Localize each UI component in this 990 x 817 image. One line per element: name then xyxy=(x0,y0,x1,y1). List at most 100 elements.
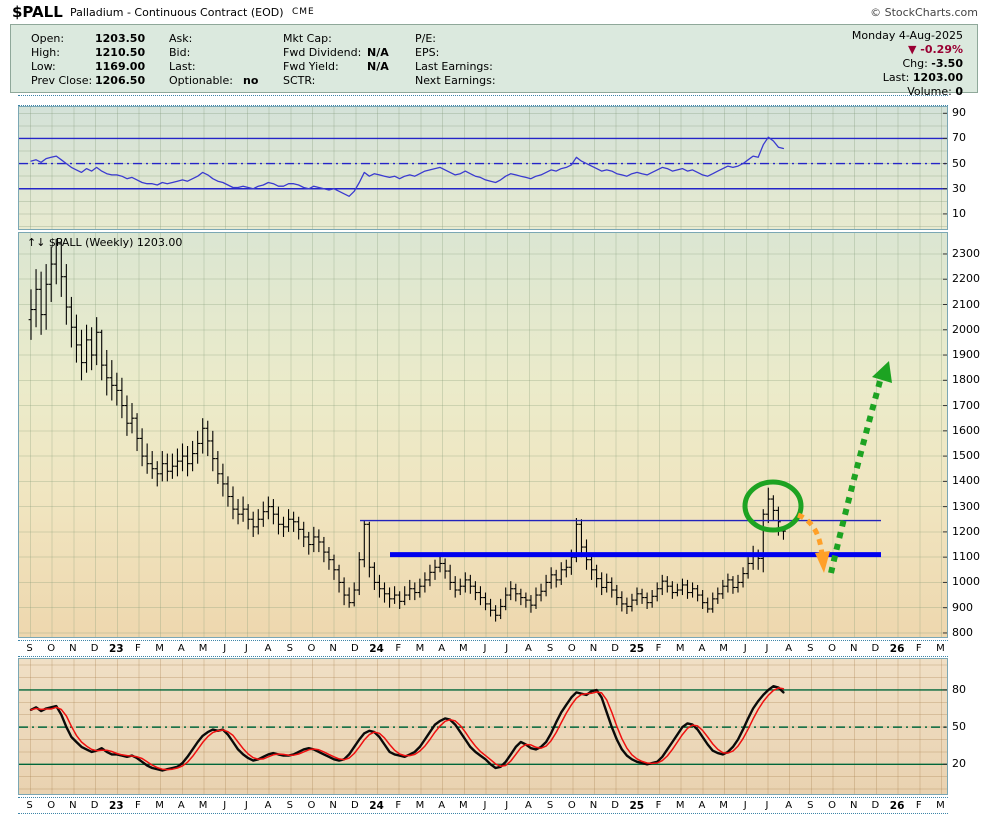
month-label: M xyxy=(198,800,208,811)
quote-right-block: Monday 4-Aug-2025 ▼ -0.29% Chg: -3.50 La… xyxy=(852,29,963,99)
month-label: D xyxy=(871,800,880,811)
axis-tick-label: 2000 xyxy=(952,322,980,336)
price-chart xyxy=(19,233,947,637)
axis-tick-label: 800 xyxy=(952,625,973,639)
month-label: M xyxy=(415,643,425,654)
month-label: M xyxy=(719,800,728,811)
month-label: S xyxy=(807,800,814,811)
price-chart-label: ↑↓ $PALL (Weekly) 1203.00 xyxy=(27,236,183,249)
axis-tick-label: 1000 xyxy=(952,575,980,589)
month-label: O xyxy=(828,800,836,811)
year-label: 23 xyxy=(108,643,124,655)
date-axis-bottom: S O N D 23 F M A M J J A S O N D 24 F M A M J J A S O N D 25 F M A M J J A S… xyxy=(18,797,948,814)
rsi-axis: 90 70 50 30 10 xyxy=(949,106,989,230)
month-label: S xyxy=(26,643,33,654)
axis-tick-label: 1900 xyxy=(952,348,980,362)
quote-field: Optionable: no xyxy=(169,74,259,87)
title-bar: $PALL Palladium - Continuous Contract (E… xyxy=(10,2,980,22)
quote-field: EPS: xyxy=(415,46,440,59)
month-label: J xyxy=(743,643,747,654)
quote-field: SCTR: xyxy=(283,74,316,87)
quote-field: Next Earnings: xyxy=(415,74,496,87)
month-label: M xyxy=(936,643,945,654)
price-panel: ↑↓ $PALL (Weekly) 1203.00 xyxy=(18,232,948,638)
month-label: O xyxy=(307,800,316,811)
month-label: O xyxy=(47,800,56,811)
stochastic-panel xyxy=(18,658,948,795)
month-label: M xyxy=(719,643,728,654)
quote-field: Bid: xyxy=(169,46,191,59)
month-label: A xyxy=(698,800,706,811)
year-label: 25 xyxy=(629,800,645,812)
axis-tick-label: 10 xyxy=(952,206,966,220)
year-label: 24 xyxy=(369,800,384,812)
month-label: O xyxy=(567,800,576,811)
month-label: F xyxy=(395,643,402,654)
month-label: F xyxy=(655,800,662,811)
stockcharts-credit-link[interactable]: © StockCharts.com xyxy=(870,6,978,19)
month-label: D xyxy=(90,800,99,811)
symbol: $PALL xyxy=(12,3,63,21)
stochastic-axis: 80 50 20 xyxy=(949,658,989,795)
month-label: M xyxy=(458,800,468,811)
axis-tick-label: 2200 xyxy=(952,272,980,286)
month-label: J xyxy=(483,800,487,811)
month-label: A xyxy=(438,800,446,811)
quote-field: Open: 1203.50 xyxy=(31,32,146,45)
year-label: 25 xyxy=(629,643,645,655)
month-label: F xyxy=(135,800,141,811)
quote-field: P/E: xyxy=(415,32,436,45)
quote-column: Mkt Cap: Fwd Dividend: N/A Fwd Yield: N/A SCT… xyxy=(283,32,389,88)
quote-column: Ask: Bid: Last: Optionable: no xyxy=(169,32,258,88)
quote-field: Fwd Dividend: N/A xyxy=(283,46,389,59)
rsi-chart xyxy=(19,107,947,229)
month-label: N xyxy=(849,800,858,811)
year-label: 24 xyxy=(369,643,384,655)
axis-tick-label: 50 xyxy=(952,156,966,170)
exchange-label: CME xyxy=(292,7,315,17)
axis-tick-label: 1700 xyxy=(952,398,980,412)
month-label: J xyxy=(765,643,769,654)
month-label: D xyxy=(350,643,359,654)
month-label: J xyxy=(223,800,227,811)
month-label: D xyxy=(611,800,619,811)
axis-tick-label: 20 xyxy=(952,757,966,771)
axis-tick-label: 1500 xyxy=(952,449,980,463)
last-row: Last: 1203.00 xyxy=(882,71,963,84)
month-label: J xyxy=(743,800,747,811)
stochastic-chart xyxy=(19,659,947,794)
axis-tick-label: 1600 xyxy=(952,423,980,437)
quote-field: Last: xyxy=(169,60,196,73)
axis-tick-label: 1800 xyxy=(952,373,980,387)
date-axis-middle: S O N D 23 F M A M J J A S O N D 24 F M A M J J A S O N D 25 F M A M J J A S… xyxy=(18,640,948,657)
month-label: J xyxy=(765,800,769,811)
month-label: A xyxy=(264,643,272,654)
axis-tick-label: 1200 xyxy=(952,524,980,538)
change-row: Chg: -3.50 xyxy=(902,57,963,70)
quote-field: Last Earnings: xyxy=(415,60,493,73)
month-label: S xyxy=(286,800,293,811)
month-label: N xyxy=(329,800,337,811)
price-axis: 2300 2200 2100 2000 1900 1800 1700 1600 1500 1400… xyxy=(949,232,989,639)
month-label: M xyxy=(155,800,164,811)
month-label: A xyxy=(177,643,185,654)
month-label: D xyxy=(350,800,359,811)
month-label: M xyxy=(675,800,685,811)
month-label: J xyxy=(223,643,227,654)
month-label: D xyxy=(611,643,619,654)
month-label: M xyxy=(155,643,164,654)
axis-tick-label: 2100 xyxy=(952,297,980,311)
axis-tick-label: 90 xyxy=(952,106,966,120)
month-label: S xyxy=(26,800,33,811)
month-label: S xyxy=(286,643,293,654)
quote-field: High: 1210.50 xyxy=(31,46,146,59)
month-label: M xyxy=(415,800,425,811)
month-label: F xyxy=(655,643,662,654)
month-label: D xyxy=(90,643,99,654)
month-label: A xyxy=(524,800,532,811)
month-label: D xyxy=(871,643,880,654)
month-label: N xyxy=(849,643,858,654)
month-label: N xyxy=(589,800,598,811)
month-label: O xyxy=(47,643,56,654)
